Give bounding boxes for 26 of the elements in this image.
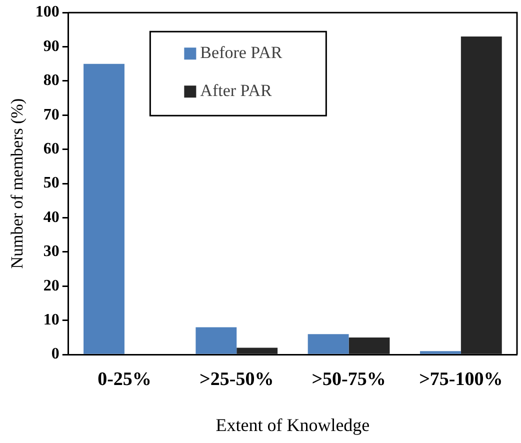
y-tick-label: 40	[43, 208, 60, 226]
y-tick-label: 100	[35, 4, 60, 21]
bar	[460, 36, 502, 354]
y-tick-label: 0	[51, 346, 60, 363]
x-tick-label: >25-50%	[200, 368, 274, 390]
y-tick-label: 80	[43, 72, 60, 90]
y-tick-label: 10	[43, 312, 60, 329]
y-tick-label: 30	[43, 243, 60, 260]
y-tick-label: 60	[43, 140, 60, 158]
bar	[420, 351, 461, 354]
y-tick-label: 50	[43, 174, 60, 192]
x-axis-title: Extent of Knowledge	[216, 414, 370, 435]
x-tick-label: >75-100%	[419, 368, 503, 390]
legend-label: After PAR	[200, 81, 272, 100]
y-tick-label: 90	[43, 38, 60, 55]
bar	[348, 338, 390, 354]
bar	[196, 327, 237, 354]
x-tick-label: >50-75%	[312, 368, 386, 390]
legend-label: Before PAR	[200, 43, 283, 62]
y-tick-label: 20	[43, 277, 60, 294]
bar	[236, 348, 278, 354]
x-tick-label: 0-25%	[98, 368, 152, 390]
bar	[308, 334, 349, 354]
y-tick-label: 70	[43, 106, 60, 124]
bar	[84, 64, 124, 354]
y-axis-title: Number of members (%)	[8, 98, 27, 269]
